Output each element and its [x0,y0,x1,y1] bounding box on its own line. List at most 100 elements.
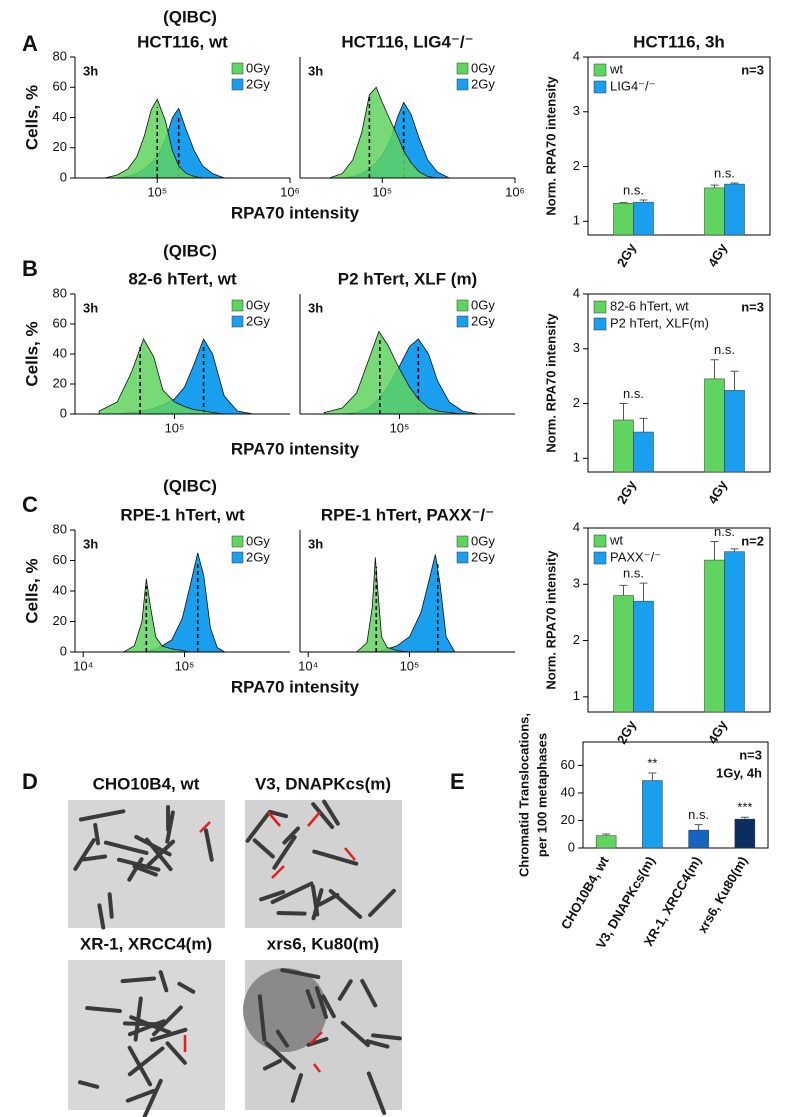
legend-swatch [593,534,607,548]
chromosome [365,1039,390,1049]
y-tick-label: 20 [561,812,575,827]
x-tick-label: 10⁴ [73,658,93,673]
chromosome [125,1088,156,1103]
panel-letter: A [22,31,38,56]
error-bar [648,772,657,781]
legend-swatch [593,63,607,77]
micrograph [68,960,225,1110]
chromosome [270,881,314,905]
legend-swatch [593,551,607,565]
chromosome [107,892,114,919]
section-title: (QIBC) [163,476,217,495]
chromosome [264,1041,296,1070]
x-tick-label: 10⁶ [505,184,525,199]
chromosome [312,849,359,866]
annotation: 3h [83,536,98,551]
chart-title: HCT116, 3h [633,32,725,51]
legend-swatch [593,317,607,331]
chromosome [93,823,101,846]
x-tick-label: 10⁵ [165,420,185,435]
chromosome [311,802,335,830]
y-axis-label: Norm. RPA70 intensity [543,313,558,453]
legend-label: PAXX⁻/⁻ [610,549,661,564]
chart-title: RPE-1 hTert, wt [120,505,245,524]
bar [613,595,634,713]
chromosome [280,968,321,980]
legend-label: 2Gy [471,549,495,564]
x-tick-label: 4Gy [705,240,731,269]
chromosome [245,810,272,843]
y-axis-label: Cells, % [22,321,41,386]
histogram-area [329,86,450,179]
x-tick-label: 10⁵ [175,658,195,673]
bar [724,551,745,713]
chart-title: HCT116, wt [137,32,228,51]
legend-swatch [456,551,469,564]
error-bar [602,833,611,836]
chart-title: HCT116, LIG4⁻/⁻ [341,32,473,51]
error-bar [730,548,739,552]
legend-swatch [456,299,469,312]
bar [704,187,725,236]
y-tick-label: 0 [60,643,67,658]
significance-label: ** [647,755,657,770]
legend-label: 82-6 hTert, wt [610,298,689,313]
error-bar [639,199,648,203]
bar [633,201,654,236]
chromosome [290,1073,303,1103]
y-tick-label: 1 [573,213,580,228]
chromosome [311,888,324,921]
chromosome [314,986,329,1020]
note: n=3 [739,747,762,762]
panel-letter: D [22,769,38,794]
annotation: 3h [308,63,323,78]
legend-label: 0Gy [471,533,495,548]
bar [613,419,634,473]
arrow [267,811,281,827]
y-tick-label: 4 [573,519,580,534]
legend-label: 2Gy [246,313,270,328]
bar [724,390,745,473]
significance-label: n.s. [688,807,709,822]
chromosome [127,1046,165,1077]
chromosome [85,1006,122,1014]
y-tick-label: 0 [60,405,67,420]
chromosome [81,854,108,862]
bar [595,835,617,849]
arrow [307,811,321,827]
chromosome [337,979,353,1001]
legend-swatch [231,551,244,564]
legend-swatch [231,535,244,548]
y-tick-label: 20 [53,613,67,628]
chart-title: 82-6 hTert, wt [128,269,237,288]
micrograph-label: CHO10B4, wt [93,774,200,793]
legend-swatch [593,80,607,94]
chromosome [97,903,106,930]
chromosome [317,892,340,907]
y-tick-label: 60 [53,315,67,330]
x-axis-label: RPA70 intensity [231,439,360,458]
note: n=3 [741,299,764,314]
legend-swatch [231,78,244,91]
y-axis-label: Chromatid Translocations, [516,713,531,877]
chromosome [127,857,144,882]
bar [734,818,756,849]
x-axis-label: RPA70 intensity [231,203,360,222]
legend-swatch [456,78,469,91]
y-tick-label: 60 [53,552,67,567]
plot-frame [587,56,771,236]
y-tick-label: 40 [53,109,67,124]
annotation: 3h [83,63,98,78]
error-bar [694,824,703,831]
annotation: 3h [308,300,323,315]
arrows [183,811,356,1073]
y-tick-label: 0 [568,839,575,854]
error-bar [730,370,739,391]
y-tick-label: 3 [573,340,580,355]
error-bar [639,417,648,433]
section-title: (QIBC) [163,241,217,260]
x-tick-label: 10⁴ [298,658,318,673]
chromosome [151,1005,183,1037]
histogram-area [323,330,479,415]
